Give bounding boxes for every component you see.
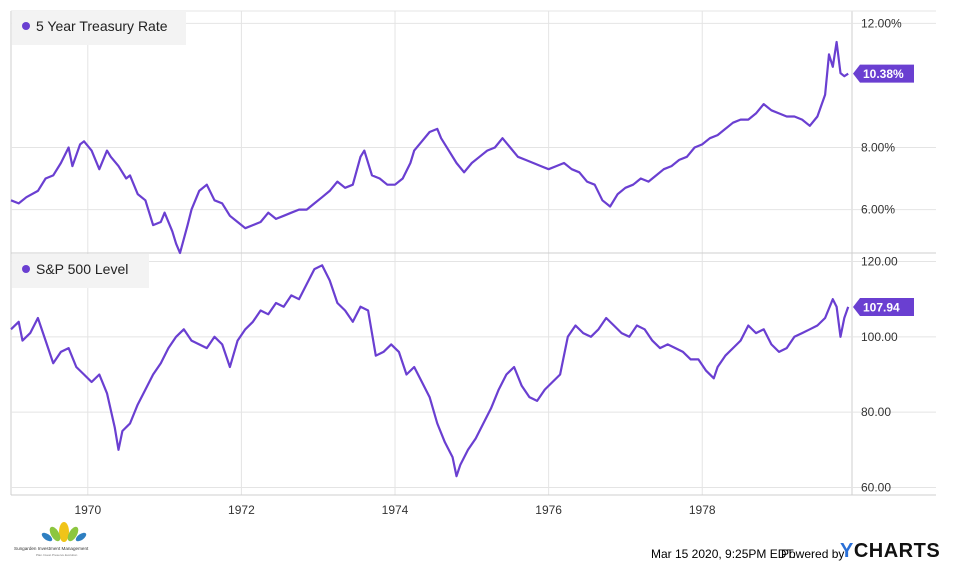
legend-treasury-label: 5 Year Treasury Rate (36, 18, 168, 34)
footer-powered-by: Powered by (781, 547, 845, 561)
ycharts-logo: YCHARTS (840, 540, 940, 563)
y-tick-label-0-12: 12.00% (861, 16, 902, 30)
last-value-label-0: 10.38% (863, 67, 904, 81)
last-value-tag-1 (853, 297, 914, 316)
legend-sp500-label: S&P 500 Level (36, 261, 129, 277)
x-tick-label-1976: 1976 (535, 503, 562, 517)
x-tick-label-1978: 1978 (689, 503, 716, 517)
sungarden-logo: Sungarden Investment Management Plan·Inv… (14, 521, 114, 561)
series-line-0 (10, 40, 849, 255)
y-tick-label-1-60: 60.00 (861, 480, 891, 494)
y-tick-label-1-120: 120.00 (861, 255, 898, 269)
logo-tagline: Plan·Invest·Preserve·Evolution (36, 553, 78, 557)
y-tick-label-1-100: 100.00 (861, 330, 898, 344)
last-value-tag-0 (853, 64, 914, 83)
footer-timestamp: Mar 15 2020, 9:25PM EDT. (651, 547, 796, 561)
last-value-label-1: 107.94 (863, 300, 900, 314)
ycharts-logo-y: Y (840, 540, 854, 562)
x-tick-label-1974: 1974 (382, 503, 409, 517)
legend-sp500: S&P 500 Level (12, 254, 149, 288)
legend-treasury: 5 Year Treasury Rate (12, 11, 186, 45)
logo-name: Sungarden Investment Management (14, 546, 89, 551)
y-tick-label-0-6: 6.00% (861, 203, 895, 217)
ycharts-logo-rest: CHARTS (853, 540, 941, 562)
legend-sp500-dot (22, 265, 30, 273)
x-tick-label-1970: 1970 (74, 503, 101, 517)
y-tick-label-0-8: 8.00% (861, 141, 895, 155)
legend-treasury-dot (22, 22, 30, 30)
series-line-1 (10, 264, 850, 478)
x-tick-label-1972: 1972 (228, 503, 255, 517)
lotus-icon (41, 522, 87, 542)
y-tick-label-1-80: 80.00 (861, 405, 891, 419)
